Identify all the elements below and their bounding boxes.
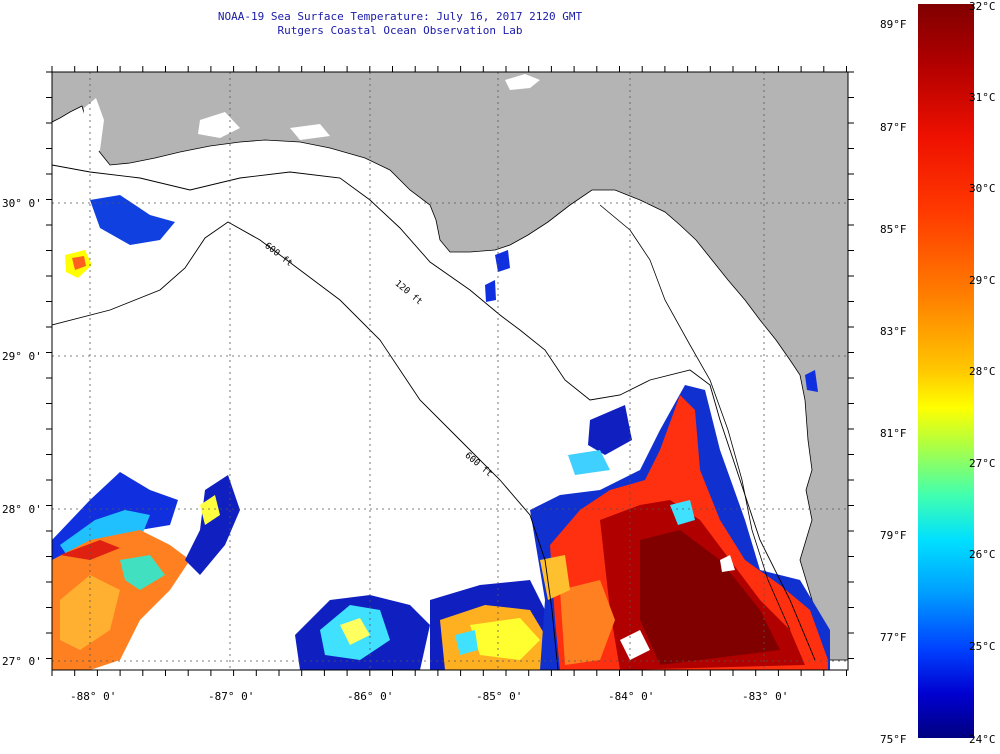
lon-label: -86° 0' — [347, 690, 394, 703]
isobath-120ft — [52, 164, 816, 661]
color-scale-bar — [918, 4, 974, 738]
scale-label-c: 31°C — [969, 91, 996, 104]
cloud-fleck — [505, 74, 540, 90]
coastal-bay — [198, 112, 240, 138]
sst-patch — [670, 500, 695, 525]
scale-label-c: 28°C — [969, 365, 996, 378]
scale-label-f: 83°F — [880, 325, 907, 338]
sst-patch — [485, 280, 496, 302]
map-title: NOAA-19 Sea Surface Temperature: July 16… — [217, 10, 583, 23]
sst-patch — [720, 555, 735, 572]
scale-label-c: 27°C — [969, 457, 996, 470]
sst-patch — [560, 580, 615, 665]
scale-label-f: 87°F — [880, 121, 907, 134]
sst-patch — [340, 618, 370, 645]
graticule — [52, 72, 848, 670]
sst-patch — [90, 195, 175, 245]
scale-label-c: 25°C — [969, 640, 996, 653]
scale-label-f: 75°F — [880, 733, 907, 746]
scale-label-c: 32°C — [969, 0, 996, 13]
sst-patch — [805, 370, 818, 392]
map-subtitle: Rutgers Coastal Ocean Observation Lab — [277, 24, 523, 37]
sst-patch — [72, 256, 86, 270]
isobath-120ft-east — [599, 204, 791, 631]
lat-label: 28° 0' — [2, 503, 42, 516]
sst-patch — [120, 555, 165, 590]
lat-label: 30° 0' — [2, 197, 42, 210]
lon-label: -85° 0' — [476, 690, 523, 703]
lat-label: 29° 0' — [2, 350, 42, 363]
sst-patch — [568, 450, 610, 475]
scale-label-c: 29°C — [969, 274, 996, 287]
lon-label: -87° 0' — [208, 690, 255, 703]
scale-label-f: 79°F — [880, 529, 907, 542]
scale-label-f: 77°F — [880, 631, 907, 644]
scale-label-f: 85°F — [880, 223, 907, 236]
sst-patch — [640, 530, 780, 665]
land-mass — [52, 72, 848, 661]
lon-label: -88° 0' — [70, 690, 117, 703]
lat-label: 27° 0' — [2, 655, 42, 668]
lon-label: -84° 0' — [608, 690, 655, 703]
sst-patch — [588, 405, 632, 455]
sst-patch — [620, 630, 650, 660]
sst-patch — [470, 618, 540, 660]
sst-patch — [185, 475, 240, 575]
lon-label: -83° 0' — [742, 690, 789, 703]
scale-label-f: 89°F — [880, 18, 907, 31]
sst-patch — [60, 540, 120, 560]
axis-ticks — [46, 66, 854, 676]
coastal-bay — [82, 98, 104, 160]
coastal-bay — [290, 124, 330, 140]
sst-patch — [455, 630, 478, 655]
isobath-600ft — [52, 221, 559, 670]
sst-patch — [200, 495, 220, 525]
sst-patch — [495, 250, 510, 272]
scale-label-c: 26°C — [969, 548, 996, 561]
map-frame — [51, 71, 849, 671]
scale-label-f: 81°F — [880, 427, 907, 440]
scale-label-c: 30°C — [969, 182, 996, 195]
scale-label-c: 24°C — [969, 733, 996, 746]
sst-patch — [540, 555, 570, 600]
